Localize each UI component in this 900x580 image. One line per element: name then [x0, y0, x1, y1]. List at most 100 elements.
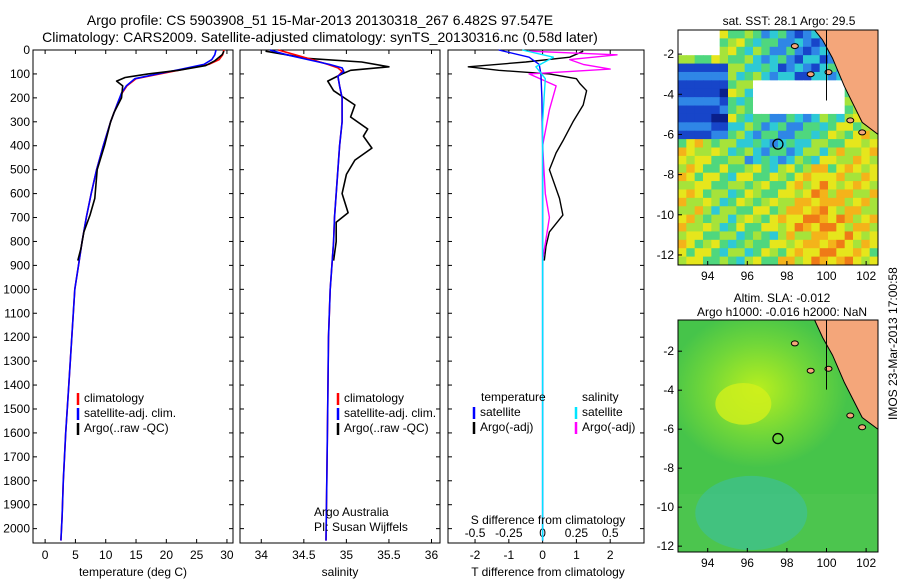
sst-cell: [761, 147, 771, 157]
sst-cell: [769, 172, 779, 182]
sst-cell: [803, 248, 812, 258]
sst-cell: [844, 206, 854, 216]
diff-sal-legend-label: Argo(-adj): [582, 420, 635, 434]
sst-cell: [728, 206, 737, 216]
sst-cell: [853, 239, 862, 249]
sst-cell: [819, 256, 829, 265]
sst-xtick-label: 96: [741, 269, 755, 283]
depth-tick-label: 100: [10, 67, 30, 81]
sst-cell: [719, 239, 729, 249]
sst-cell: [694, 71, 704, 81]
sla-frame: [677, 319, 879, 553]
sst-cell: [819, 223, 829, 232]
sst-cell: [728, 164, 737, 174]
sst-cell: [869, 248, 878, 258]
sst-cell: [836, 88, 846, 98]
sst-cell: [753, 97, 762, 107]
sst-cell: [719, 155, 729, 165]
sst-cell: [786, 38, 796, 48]
sst-cell: [819, 197, 829, 207]
sst-cell: [778, 130, 787, 140]
sst-cell: [786, 105, 796, 115]
sst-cell: [753, 214, 762, 224]
sst-cell: [686, 189, 696, 199]
sst-cell: [828, 147, 837, 157]
diff-sal-satellite-line: [522, 49, 555, 541]
sst-cell: [786, 113, 796, 123]
sst-frame: [677, 29, 879, 266]
sst-cell: [819, 97, 829, 107]
sst-cell: [778, 231, 787, 241]
depth-tick-label: 1700: [3, 450, 30, 464]
sst-cell: [786, 223, 796, 232]
sst-cell: [778, 155, 787, 165]
sst-cell: [753, 80, 762, 90]
sst-cell: [761, 231, 771, 241]
sst-cell: [694, 189, 704, 199]
sst-cell: [686, 38, 696, 48]
sal-legend-label: satellite-adj. clim.: [344, 406, 436, 420]
sst-cell: [869, 130, 878, 140]
sst-cell: [761, 38, 771, 48]
sla-island: [858, 424, 867, 431]
sst-cell: [728, 38, 737, 48]
sst-cell: [711, 46, 721, 56]
sst-cell: [703, 46, 712, 56]
sst-ytick-label: -10: [657, 208, 675, 222]
sst-cell: [794, 130, 804, 140]
sst-cell: [744, 181, 754, 190]
sst-cell: [778, 164, 787, 174]
sst-cell: [803, 181, 812, 190]
sst-cell: [803, 231, 812, 241]
sst-cell: [694, 139, 704, 148]
sst-cell: [678, 130, 687, 140]
diff-temp-legend-label: Argo(-adj): [480, 420, 533, 434]
sst-cell: [761, 164, 771, 174]
sst-cell: [786, 46, 796, 56]
sst-cell: [803, 164, 812, 174]
sst-cell: [819, 63, 829, 73]
sla-low: [695, 475, 808, 551]
sst-cell: [719, 231, 729, 241]
sst-cell: [811, 164, 821, 174]
sst-cell: [728, 139, 737, 148]
sst-cell: [761, 181, 771, 190]
diff-xlabel-bottom: T difference from climatology: [471, 565, 625, 579]
sst-cell: [786, 214, 796, 224]
sst-cell: [844, 223, 854, 232]
sst-cell: [744, 239, 754, 249]
sst-cell: [861, 189, 871, 199]
sal-note-2: PI: Susan Wijffels: [314, 520, 408, 534]
sst-cell: [819, 248, 829, 258]
sst-cell: [794, 231, 804, 241]
sst-cell: [778, 122, 787, 132]
sst-cell: [694, 113, 704, 123]
sst-cell: [736, 197, 746, 207]
sst-cell: [853, 248, 862, 258]
sst-cell: [761, 223, 771, 232]
sst-cell: [769, 63, 779, 73]
sst-cell: [761, 189, 771, 199]
sst-cell: [728, 239, 737, 249]
depth-tick-label: 600: [10, 187, 30, 201]
sst-cell: [686, 80, 696, 90]
sst-cell: [869, 231, 878, 241]
sst-cell: [811, 55, 821, 65]
sst-cell: [753, 256, 762, 265]
sst-cell: [828, 256, 837, 265]
sst-cell: [711, 113, 721, 123]
sst-cell: [744, 105, 754, 115]
temp-xtick-label: 5: [72, 548, 79, 562]
sst-cell: [711, 63, 721, 73]
sst-cell: [811, 181, 821, 190]
sst-cell: [678, 223, 687, 232]
sst-cell: [869, 172, 878, 182]
sst-cell: [811, 189, 821, 199]
sst-cell: [686, 30, 696, 39]
sst-cell: [794, 164, 804, 174]
sst-cell: [786, 256, 796, 265]
sst-cell: [728, 256, 737, 265]
sal-xtick-label: 36: [425, 548, 439, 562]
sst-cell: [703, 55, 712, 65]
sst-cell: [711, 197, 721, 207]
